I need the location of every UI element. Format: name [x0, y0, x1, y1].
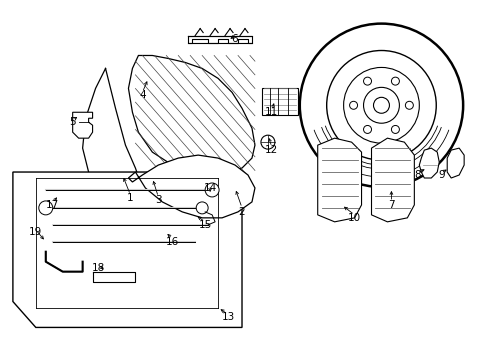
Text: 18: 18	[92, 263, 105, 273]
Circle shape	[196, 202, 208, 214]
Polygon shape	[419, 148, 438, 178]
Text: 3: 3	[155, 195, 162, 205]
Circle shape	[261, 135, 274, 149]
Polygon shape	[128, 155, 254, 218]
Circle shape	[39, 201, 53, 215]
Text: 16: 16	[165, 237, 179, 247]
Text: 4: 4	[139, 90, 145, 100]
Text: 7: 7	[387, 200, 394, 210]
Text: 8: 8	[413, 170, 420, 180]
Polygon shape	[13, 172, 242, 328]
Circle shape	[205, 183, 219, 197]
Polygon shape	[317, 138, 361, 222]
Text: 9: 9	[437, 170, 444, 180]
Text: 15: 15	[198, 220, 211, 230]
Polygon shape	[73, 112, 92, 138]
Text: 10: 10	[347, 213, 361, 223]
Text: 11: 11	[264, 107, 278, 117]
Text: 6: 6	[231, 33, 238, 44]
Polygon shape	[262, 88, 297, 115]
Text: 17: 17	[46, 200, 59, 210]
Text: 14: 14	[203, 183, 216, 193]
Text: 1: 1	[127, 193, 134, 203]
Text: 19: 19	[29, 227, 42, 237]
Polygon shape	[128, 55, 254, 175]
Polygon shape	[371, 138, 413, 222]
Polygon shape	[447, 148, 463, 178]
Text: 2: 2	[238, 207, 245, 217]
Text: 13: 13	[221, 312, 234, 323]
Text: 5: 5	[69, 117, 76, 127]
Text: 12: 12	[264, 145, 278, 155]
